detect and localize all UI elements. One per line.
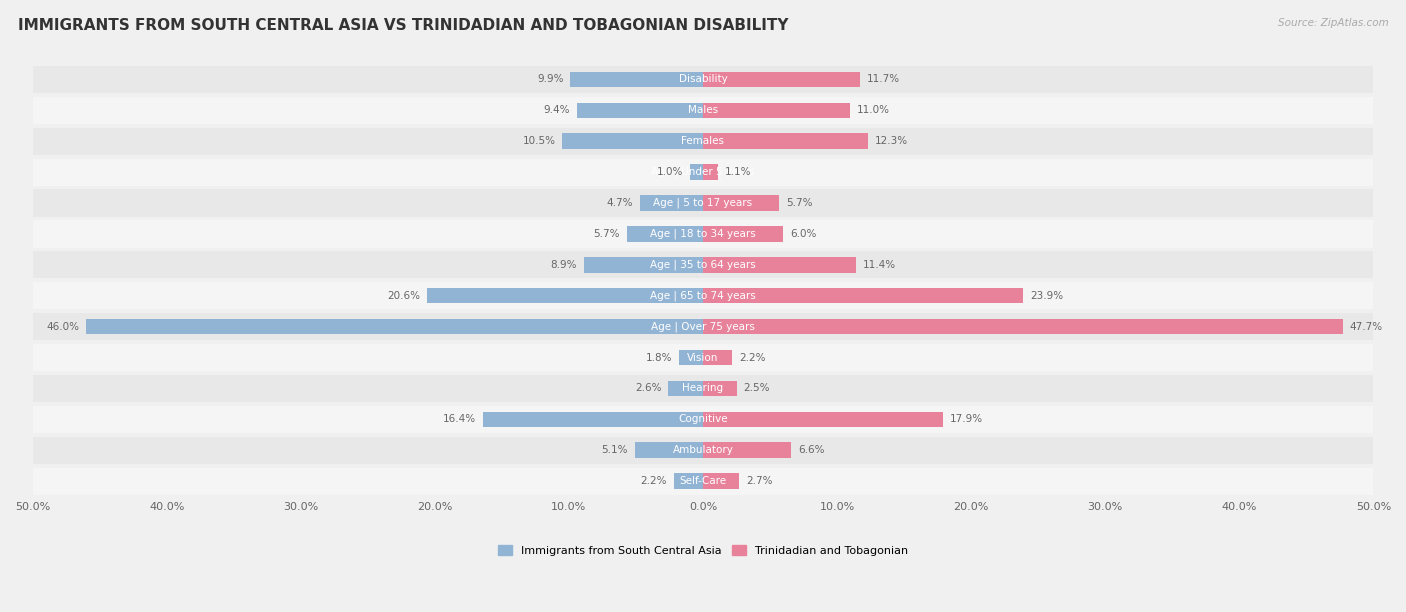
Text: Age | 65 to 74 years: Age | 65 to 74 years: [650, 291, 756, 301]
Text: Age | 18 to 34 years: Age | 18 to 34 years: [650, 229, 756, 239]
Bar: [32, 344, 1374, 371]
Bar: [703, 381, 737, 396]
Text: 2.2%: 2.2%: [740, 353, 766, 362]
Bar: [562, 133, 703, 149]
Bar: [32, 375, 1374, 402]
Bar: [703, 133, 868, 149]
Bar: [689, 165, 703, 180]
Bar: [427, 288, 703, 304]
Bar: [668, 381, 703, 396]
Bar: [484, 412, 703, 427]
Bar: [576, 103, 703, 118]
Text: 11.4%: 11.4%: [862, 260, 896, 270]
Text: 16.4%: 16.4%: [443, 414, 477, 424]
Text: 17.9%: 17.9%: [949, 414, 983, 424]
Text: 5.7%: 5.7%: [593, 229, 620, 239]
Text: 9.9%: 9.9%: [537, 75, 564, 84]
Bar: [703, 350, 733, 365]
Text: 10.5%: 10.5%: [523, 136, 555, 146]
Text: Cognitive: Cognitive: [678, 414, 728, 424]
Text: 1.8%: 1.8%: [645, 353, 672, 362]
Text: 20.6%: 20.6%: [387, 291, 420, 300]
Text: 9.4%: 9.4%: [544, 105, 571, 115]
Bar: [703, 288, 1024, 304]
Bar: [703, 165, 717, 180]
Bar: [703, 442, 792, 458]
Bar: [583, 257, 703, 272]
Text: Source: ZipAtlas.com: Source: ZipAtlas.com: [1278, 18, 1389, 28]
Bar: [571, 72, 703, 87]
Bar: [32, 436, 1374, 464]
Bar: [32, 159, 1374, 185]
Bar: [703, 72, 860, 87]
Bar: [86, 319, 703, 334]
Text: Ambulatory: Ambulatory: [672, 445, 734, 455]
Bar: [32, 66, 1374, 93]
Text: IMMIGRANTS FROM SOUTH CENTRAL ASIA VS TRINIDADIAN AND TOBAGONIAN DISABILITY: IMMIGRANTS FROM SOUTH CENTRAL ASIA VS TR…: [18, 18, 789, 34]
Text: Age | 5 to 17 years: Age | 5 to 17 years: [654, 198, 752, 208]
Bar: [634, 442, 703, 458]
Bar: [703, 226, 783, 242]
Bar: [679, 350, 703, 365]
Bar: [703, 103, 851, 118]
Text: 8.9%: 8.9%: [551, 260, 576, 270]
Text: 2.7%: 2.7%: [747, 476, 772, 486]
Text: 12.3%: 12.3%: [875, 136, 908, 146]
Bar: [32, 251, 1374, 278]
Text: 1.0%: 1.0%: [657, 167, 683, 177]
Bar: [32, 128, 1374, 155]
Legend: Immigrants from South Central Asia, Trinidadian and Tobagonian: Immigrants from South Central Asia, Trin…: [494, 541, 912, 560]
Bar: [32, 313, 1374, 340]
Bar: [703, 319, 1343, 334]
Text: Disability: Disability: [679, 75, 727, 84]
Text: Age | 35 to 64 years: Age | 35 to 64 years: [650, 259, 756, 270]
Text: Hearing: Hearing: [682, 383, 724, 394]
Text: 6.6%: 6.6%: [799, 445, 825, 455]
Text: Age | Under 5 years: Age | Under 5 years: [651, 167, 755, 177]
Text: 2.2%: 2.2%: [640, 476, 666, 486]
Text: 11.7%: 11.7%: [866, 75, 900, 84]
Text: 11.0%: 11.0%: [858, 105, 890, 115]
Text: 4.7%: 4.7%: [607, 198, 633, 208]
Bar: [32, 282, 1374, 309]
Text: 2.6%: 2.6%: [636, 383, 661, 394]
Text: Males: Males: [688, 105, 718, 115]
Bar: [703, 257, 856, 272]
Text: Vision: Vision: [688, 353, 718, 362]
Text: 46.0%: 46.0%: [46, 322, 80, 332]
Bar: [32, 220, 1374, 247]
Bar: [32, 468, 1374, 494]
Text: Self-Care: Self-Care: [679, 476, 727, 486]
Bar: [703, 474, 740, 489]
Bar: [703, 195, 779, 211]
Text: 5.7%: 5.7%: [786, 198, 813, 208]
Bar: [32, 97, 1374, 124]
Bar: [32, 406, 1374, 433]
Bar: [627, 226, 703, 242]
Bar: [32, 189, 1374, 217]
Text: 5.1%: 5.1%: [602, 445, 628, 455]
Text: 6.0%: 6.0%: [790, 229, 817, 239]
Text: 47.7%: 47.7%: [1350, 322, 1382, 332]
Bar: [673, 474, 703, 489]
Text: 2.5%: 2.5%: [744, 383, 769, 394]
Bar: [640, 195, 703, 211]
Text: Age | Over 75 years: Age | Over 75 years: [651, 321, 755, 332]
Text: 1.1%: 1.1%: [724, 167, 751, 177]
Text: Females: Females: [682, 136, 724, 146]
Bar: [703, 412, 943, 427]
Text: 23.9%: 23.9%: [1031, 291, 1063, 300]
